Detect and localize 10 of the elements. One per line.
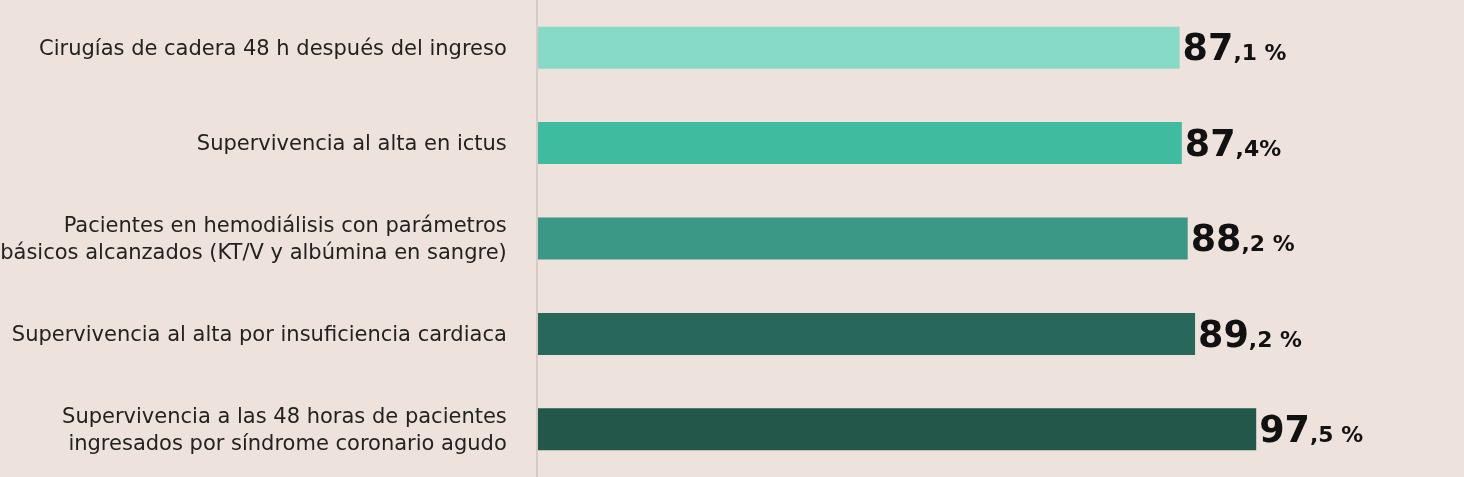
y-tick-label: Pacientes en hemodiálisis con parámetros básicos alcanzados (KT/V y albúmina en sangre) — [0, 213, 507, 265]
y-tick-label: Supervivencia al alta por insuficiencia cardiaca — [11, 322, 507, 347]
data-label: 89,2 % — [1198, 312, 1303, 356]
y-tick-label: Supervivencia al alta en ictus — [196, 131, 507, 156]
data-label: 88,2 % — [1190, 217, 1295, 261]
y-tick-label: Supervivencia a las 48 horas de pacientes ingresados por síndrome coronario agudo — [62, 404, 507, 456]
data-label: 87,4% — [1184, 121, 1282, 165]
data-label: 97,5 % — [1259, 408, 1364, 452]
y-tick-label: Cirugías de cadera 48 h después del ingreso — [39, 36, 507, 61]
data-label: 87,1 % — [1182, 26, 1287, 70]
